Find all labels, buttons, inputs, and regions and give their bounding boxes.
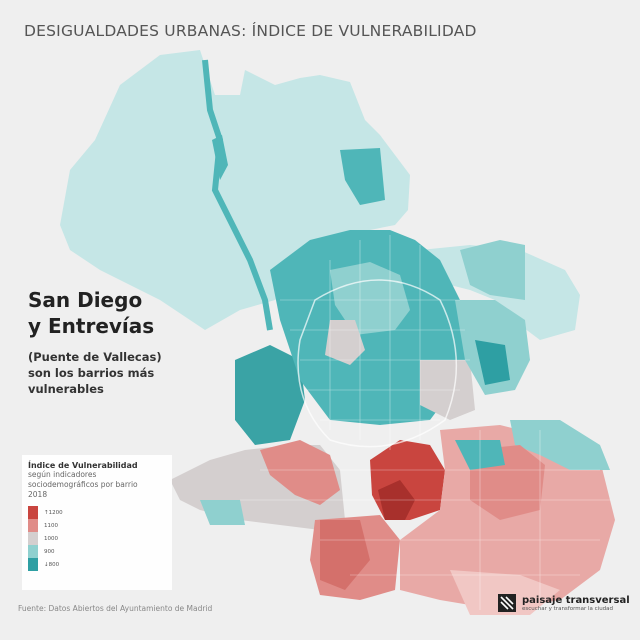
fuencarral-el-pardo-district bbox=[60, 50, 410, 330]
reservoir bbox=[212, 135, 228, 180]
legend-item: ↓800 bbox=[28, 558, 164, 571]
usera-red bbox=[320, 520, 370, 590]
legend-label: 900 bbox=[44, 548, 55, 555]
subline-line-1: (Puente de Vallecas) bbox=[28, 350, 162, 364]
source-note: Fuente: Datos Abiertos del Ayuntamiento … bbox=[18, 604, 213, 613]
far-south-light bbox=[450, 570, 560, 615]
legend-swatch bbox=[28, 558, 38, 571]
legend-item: 1000 bbox=[28, 532, 164, 545]
headline: San Diego y Entrevías bbox=[28, 287, 154, 339]
legend-label: ↑1200 bbox=[44, 509, 63, 516]
legend-swatch bbox=[28, 506, 38, 519]
legend-swatch bbox=[28, 519, 38, 532]
legend-items: ↑1200 1100 1000 900 ↓800 bbox=[28, 506, 164, 571]
headline-line-1: San Diego bbox=[28, 288, 143, 312]
street-texture bbox=[240, 235, 610, 610]
center-grey bbox=[325, 320, 365, 365]
subline: (Puente de Vallecas) son los barrios más… bbox=[28, 349, 162, 397]
brand-text: paisaje transversal escuchar y transform… bbox=[522, 595, 630, 612]
southwest-teal bbox=[200, 500, 245, 525]
brand: paisaje transversal escuchar y transform… bbox=[498, 594, 630, 612]
northeast-barrio bbox=[340, 148, 385, 205]
legend-item: ↑1200 bbox=[28, 506, 164, 519]
brand-name: paisaje transversal bbox=[522, 594, 630, 606]
east-dark bbox=[475, 340, 510, 385]
legend-swatch bbox=[28, 545, 38, 558]
legend-label: 1100 bbox=[44, 522, 58, 529]
legend-item: 900 bbox=[28, 545, 164, 558]
page-title: DESIGUALDADES URBANAS: ÍNDICE DE VULNERA… bbox=[24, 22, 477, 40]
legend-item: 1100 bbox=[28, 519, 164, 532]
legend-title: Índice de Vulnerabilidad bbox=[28, 461, 138, 470]
subline-line-2: son los barrios más bbox=[28, 366, 155, 380]
subline-line-3: vulnerables bbox=[28, 382, 104, 396]
legend-label: 1000 bbox=[44, 535, 58, 542]
legend-subtitle: según indicadores sociodemográficos por … bbox=[28, 470, 138, 499]
carabanchel-red bbox=[260, 440, 340, 505]
m30-ring bbox=[297, 279, 458, 448]
headline-line-2: y Entrevías bbox=[28, 314, 155, 338]
brand-logo-icon bbox=[498, 594, 516, 612]
legend-swatch bbox=[28, 532, 38, 545]
brand-tagline: escuchar y transformar la ciudad bbox=[522, 605, 614, 612]
vicalvaro bbox=[510, 420, 610, 470]
legend: Índice de Vulnerabilidad según indicador… bbox=[22, 455, 172, 590]
barajas-outer bbox=[460, 240, 525, 300]
river bbox=[202, 59, 273, 331]
casa-de-campo bbox=[235, 345, 305, 445]
legend-label: ↓800 bbox=[44, 561, 60, 568]
